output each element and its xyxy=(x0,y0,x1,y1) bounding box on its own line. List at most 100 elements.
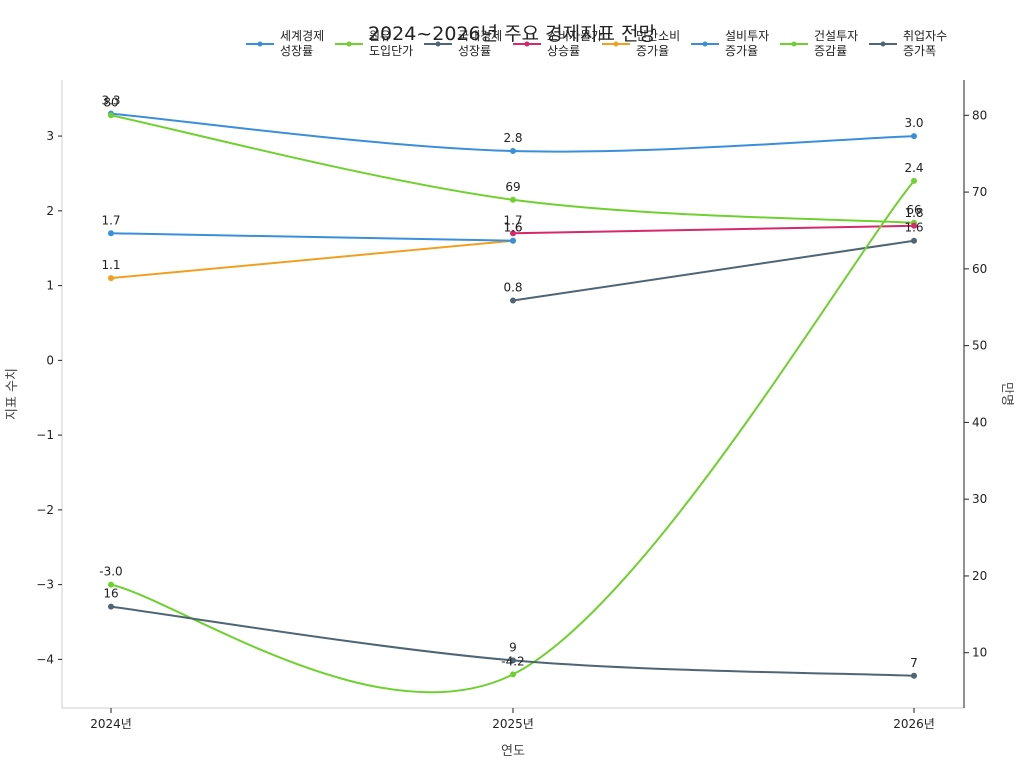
chart-title: 2024~2026년 주요 경제지표 전망 xyxy=(368,23,656,45)
series-line xyxy=(110,180,915,694)
data-point xyxy=(108,230,114,237)
data-point xyxy=(911,237,917,244)
legend-item: 원유 도입단가 xyxy=(335,29,413,58)
legend-swatch-marker xyxy=(524,41,530,47)
legend-item: 건설투자 증감률 xyxy=(780,29,858,58)
data-point xyxy=(911,177,917,184)
data-label: 69 xyxy=(505,180,520,194)
series-3 xyxy=(510,222,917,237)
series-7 xyxy=(108,603,917,679)
data-point xyxy=(510,148,516,155)
y-axis-title: 지표 수치 xyxy=(5,368,20,420)
x-axis-ticks: 2024년 2025년 2026년 xyxy=(90,708,935,731)
data-label: 9 xyxy=(509,640,517,654)
y2-tick-label: 80 xyxy=(972,108,987,122)
data-label: 80 xyxy=(103,95,118,109)
y2-tick-label: 60 xyxy=(972,262,987,276)
y-tick-label: 3 xyxy=(46,129,54,143)
data-label: 1.6 xyxy=(904,221,923,235)
legend: 세계경제 성장률 원유 도입단가 국내경제 성장률 소비자물가 상승률 민간소비 증가율 설비투자 증… xyxy=(246,29,947,58)
data-label: 7 xyxy=(910,656,918,670)
y-tick-label: 0 xyxy=(46,353,54,367)
series-line xyxy=(110,239,514,280)
data-point xyxy=(510,297,516,304)
series-6 xyxy=(108,177,917,694)
legend-item: 국내경제 성장률 xyxy=(424,29,502,58)
series-5 xyxy=(108,230,516,244)
data-point xyxy=(510,196,516,203)
data-label: 2.8 xyxy=(503,131,522,145)
legend-swatch-marker xyxy=(346,41,352,47)
data-label: 66 xyxy=(906,203,921,217)
series-1 xyxy=(108,112,917,226)
legend-item: 설비투자 증가율 xyxy=(691,29,769,58)
y2-axis-ticks: 10 20 30 40 50 60 70 80 xyxy=(964,108,987,660)
legend-swatch-marker xyxy=(880,41,886,47)
y2-tick-label: 50 xyxy=(972,339,987,353)
legend-label: 취업자수 증가폭 xyxy=(903,29,947,58)
data-label: 1.7 xyxy=(503,213,522,227)
y-tick-label: −2 xyxy=(36,503,54,517)
y2-tick-label: 20 xyxy=(972,569,987,583)
data-point xyxy=(108,112,114,119)
data-point xyxy=(510,671,516,678)
legend-label: 민간소비 증가율 xyxy=(636,29,680,58)
y-axis-ticks: −4 −3 −2 −1 0 1 2 3 xyxy=(36,129,62,666)
legend-swatch-marker xyxy=(791,41,797,47)
data-point xyxy=(108,581,114,588)
legend-label: 국내경제 성장률 xyxy=(458,29,502,58)
y-tick-label: −1 xyxy=(36,428,54,442)
data-point xyxy=(911,672,917,679)
data-point xyxy=(510,237,516,244)
axes xyxy=(61,80,965,709)
legend-label: 원유 도입단가 xyxy=(369,29,413,58)
data-label: -4.2 xyxy=(501,654,524,668)
data-label: 1.1 xyxy=(101,258,120,272)
y-tick-label: 1 xyxy=(46,279,54,293)
series-2 xyxy=(510,237,917,304)
y-tick-label: 2 xyxy=(46,204,54,218)
data-point xyxy=(510,657,516,664)
x-axis-title: 연도 xyxy=(501,744,525,759)
data-label: -3.0 xyxy=(99,565,122,579)
legend-item: 소비자물가 상승률 xyxy=(513,29,602,58)
data-point xyxy=(108,603,114,610)
data-label: 1.7 xyxy=(101,213,120,227)
series-4 xyxy=(108,237,516,282)
data-label: 0.8 xyxy=(503,281,522,295)
data-label: 3.3 xyxy=(101,94,120,108)
data-label: 2.4 xyxy=(904,161,923,175)
legend-item: 세계경제 성장률 xyxy=(246,29,324,58)
legend-label: 세계경제 성장률 xyxy=(280,29,324,58)
data-point xyxy=(510,230,516,237)
y2-axis-title: 만명 xyxy=(999,382,1014,406)
legend-swatch-marker xyxy=(702,41,708,47)
x-tick-label: 2024년 xyxy=(90,717,132,731)
legend-swatch-marker xyxy=(257,41,263,47)
legend-item: 취업자수 증가폭 xyxy=(869,29,947,58)
data-point xyxy=(108,275,114,282)
y-tick-label: −4 xyxy=(36,652,54,666)
data-label: 1.8 xyxy=(904,206,923,220)
legend-swatch-marker xyxy=(613,41,619,47)
data-label: 3.0 xyxy=(904,116,923,130)
x-tick-label: 2026년 xyxy=(893,717,935,731)
legend-swatch-marker xyxy=(435,41,441,47)
legend-label: 소비자물가 상승률 xyxy=(547,29,602,58)
y2-tick-label: 40 xyxy=(972,415,987,429)
data-label: 16 xyxy=(103,587,118,601)
series-line xyxy=(512,239,915,302)
legend-label: 건설투자 증감률 xyxy=(814,29,858,58)
y2-tick-label: 70 xyxy=(972,185,987,199)
series-layer xyxy=(108,110,917,694)
data-point xyxy=(911,222,917,229)
x-tick-label: 2025년 xyxy=(492,717,534,731)
y2-tick-label: 10 xyxy=(972,646,987,660)
series-line xyxy=(110,232,514,242)
legend-label: 설비투자 증가율 xyxy=(725,29,769,58)
y2-tick-label: 30 xyxy=(972,492,987,506)
data-label: 1.6 xyxy=(503,221,522,235)
data-labels-layer: 3.32.83.08069660.81.61.71.81.11.61.71.6-… xyxy=(99,94,923,670)
y-tick-label: −3 xyxy=(36,578,54,592)
